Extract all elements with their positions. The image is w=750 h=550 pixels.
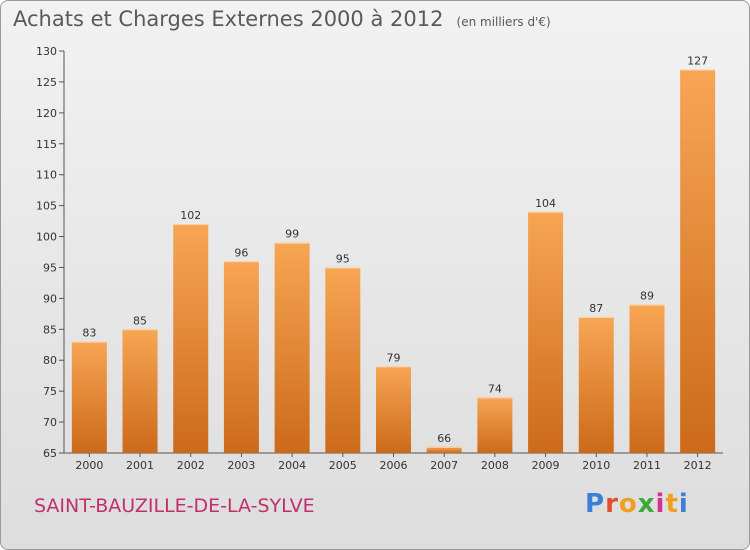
- y-tick-label: 85: [43, 323, 57, 336]
- y-tick-label: 120: [36, 107, 57, 120]
- y-tick-label: 125: [36, 76, 57, 89]
- y-tick-label: 95: [43, 261, 57, 274]
- x-tick-label-2009: 2009: [532, 459, 560, 472]
- bar-2008: [477, 397, 513, 453]
- bar-2005: [325, 267, 361, 453]
- bar-2006: [376, 366, 411, 453]
- commune-name: SAINT-BAUZILLE-DE-LA-SYLVE: [34, 495, 315, 517]
- x-tick-label-2002: 2002: [177, 459, 205, 472]
- value-label-2012: 127: [687, 55, 708, 68]
- y-tick-label: 100: [36, 231, 57, 244]
- x-tick-label-2006: 2006: [380, 459, 408, 472]
- bar-2002: [173, 224, 209, 453]
- x-tick-label-2011: 2011: [633, 459, 661, 472]
- value-label-2005: 95: [336, 252, 350, 265]
- y-tick-label: 115: [36, 138, 57, 151]
- x-tick-label-2003: 2003: [227, 459, 255, 472]
- value-label-2011: 89: [640, 290, 654, 303]
- x-tick-label-2000: 2000: [75, 459, 103, 472]
- proxiti-logo: Proxiti: [585, 489, 689, 519]
- x-tick-label-2010: 2010: [582, 459, 610, 472]
- y-tick-label: 75: [43, 385, 57, 398]
- value-label-2008: 74: [488, 382, 502, 395]
- value-label-2006: 79: [387, 351, 401, 364]
- bar-2000: [71, 341, 107, 453]
- value-label-2003: 96: [234, 246, 248, 259]
- value-label-2002: 102: [180, 209, 201, 222]
- bar-2012: [680, 69, 716, 454]
- chart-title: Achats et Charges Externes 2000 à 2012: [13, 7, 444, 31]
- chart-axes: 65 70 75 80 85 90 95 100 105 110 115 120 125 130: [36, 45, 723, 460]
- bar-2009: [528, 211, 564, 453]
- y-tick-label: 65: [43, 447, 57, 460]
- chart-value-labels: 83 85 102 96 99 95 79 66 74 104 87 89 127: [82, 55, 708, 445]
- x-tick-label-2008: 2008: [481, 459, 509, 472]
- bar-2010: [578, 316, 614, 453]
- bar-2001: [122, 329, 158, 453]
- chart-bars: [71, 69, 716, 454]
- value-label-2009: 104: [535, 197, 556, 210]
- value-label-2001: 85: [133, 314, 147, 327]
- y-tick-label: 80: [43, 354, 57, 367]
- bar-2004: [274, 242, 310, 453]
- chart-unit: (en milliers d'€): [456, 15, 551, 29]
- value-label-2007: 66: [437, 432, 451, 445]
- value-label-2004: 99: [285, 228, 299, 241]
- chart-title-block: Achats et Charges Externes 2000 à 2012 (…: [13, 7, 551, 31]
- x-tick-label-2012: 2012: [684, 459, 712, 472]
- chart-x-ticks: 2000 2001 2002 2003 2004 2005 2006 2007 2008 2009…: [75, 453, 712, 472]
- value-label-2010: 87: [589, 302, 603, 315]
- bar-2011: [629, 304, 665, 453]
- x-tick-label-2007: 2007: [430, 459, 458, 472]
- y-tick-label: 70: [43, 416, 57, 429]
- value-label-2000: 83: [82, 327, 96, 340]
- x-tick-label-2005: 2005: [329, 459, 357, 472]
- bar-2007: [426, 446, 462, 453]
- y-tick-label: 90: [43, 292, 57, 305]
- bar-2003: [223, 261, 259, 453]
- x-tick-label-2001: 2001: [126, 459, 154, 472]
- y-tick-label: 110: [36, 169, 57, 182]
- x-tick-label-2004: 2004: [278, 459, 306, 472]
- y-tick-label: 105: [36, 200, 57, 213]
- y-tick-label: 130: [36, 45, 57, 58]
